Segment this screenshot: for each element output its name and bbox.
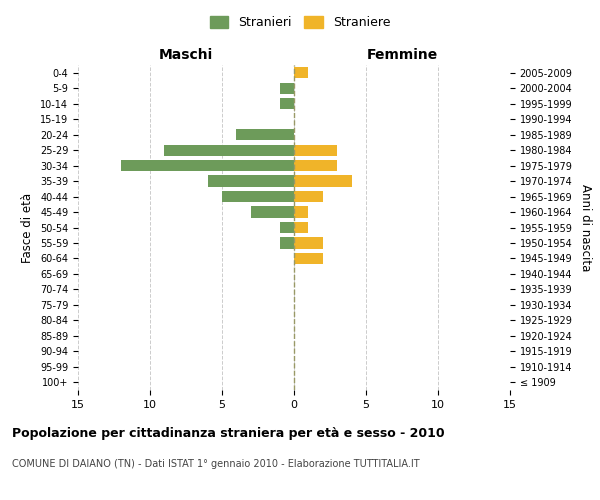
Bar <box>294 206 308 218</box>
Bar <box>121 160 294 171</box>
Bar <box>294 253 323 264</box>
Y-axis label: Fasce di età: Fasce di età <box>22 192 34 262</box>
Bar <box>294 176 352 186</box>
Bar <box>294 222 308 233</box>
Text: Maschi: Maschi <box>159 48 213 62</box>
Bar <box>280 238 294 248</box>
Bar <box>294 238 323 248</box>
Bar <box>294 191 323 202</box>
Bar <box>294 67 308 78</box>
Bar <box>236 129 294 140</box>
Bar <box>294 144 337 156</box>
Bar <box>208 176 294 186</box>
Bar <box>280 222 294 233</box>
Text: Popolazione per cittadinanza straniera per età e sesso - 2010: Popolazione per cittadinanza straniera p… <box>12 428 445 440</box>
Legend: Stranieri, Straniere: Stranieri, Straniere <box>205 11 395 34</box>
Bar <box>280 82 294 94</box>
Bar <box>164 144 294 156</box>
Bar <box>251 206 294 218</box>
Bar <box>294 160 337 171</box>
Bar <box>280 98 294 110</box>
Y-axis label: Anni di nascita: Anni di nascita <box>579 184 592 271</box>
Text: COMUNE DI DAIANO (TN) - Dati ISTAT 1° gennaio 2010 - Elaborazione TUTTITALIA.IT: COMUNE DI DAIANO (TN) - Dati ISTAT 1° ge… <box>12 459 419 469</box>
Text: Femmine: Femmine <box>367 48 437 62</box>
Bar <box>222 191 294 202</box>
